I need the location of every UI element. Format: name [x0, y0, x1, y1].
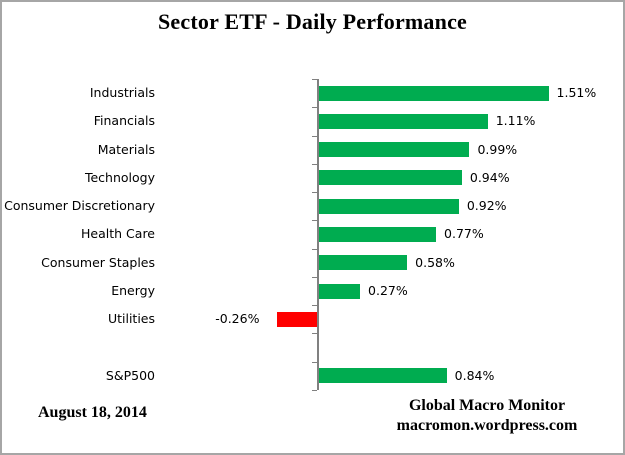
chart-title: Sector ETF - Daily Performance	[157, 9, 467, 34]
value-label-materials: 0.99%	[477, 141, 518, 157]
axis-tick	[312, 79, 317, 80]
value-label-utilities: -0.26%	[215, 311, 260, 327]
axis-tick	[312, 248, 317, 250]
category-label-energy: Energy	[111, 282, 155, 298]
bar-materials	[319, 142, 470, 158]
date-label: August 18, 2014	[38, 404, 147, 421]
value-label-technology: 0.94%	[469, 169, 510, 185]
axis-tick	[312, 107, 317, 109]
bar-financials	[319, 113, 488, 129]
axis-tick	[312, 220, 317, 222]
credit-line2: macromon.wordpress.com	[396, 417, 578, 434]
value-label-consumer-discretionary: 0.92%	[466, 198, 507, 214]
axis-tick	[312, 389, 317, 391]
bar-industrials	[319, 85, 549, 101]
bar-consumer-staples	[319, 255, 408, 271]
axis-tick	[312, 305, 317, 307]
category-axis	[317, 79, 319, 390]
value-label-s-p500: 0.84%	[454, 367, 495, 383]
credit-line1: Global Macro Monitor	[408, 397, 566, 414]
category-label-consumer-staples: Consumer Staples	[41, 254, 155, 270]
bar-s-p500	[319, 368, 447, 384]
category-label-technology: Technology	[84, 169, 155, 185]
axis-tick	[312, 163, 317, 165]
category-label-utilities: Utilities	[107, 311, 155, 327]
axis-tick	[312, 276, 317, 278]
bar-utilities	[277, 311, 317, 327]
value-label-health-care: 0.77%	[444, 226, 484, 242]
bar-technology	[319, 170, 462, 186]
value-label-energy: 0.27%	[368, 282, 408, 298]
category-label-consumer-discretionary: Consumer Discretionary	[4, 198, 155, 214]
value-label-consumer-staples: 0.58%	[415, 254, 455, 270]
category-label-s-p500: S&P500	[105, 367, 155, 383]
axis-tick	[312, 192, 317, 194]
credit-label: Global Macro Monitor macromon.wordpress.…	[337, 396, 623, 436]
axis-tick	[312, 135, 317, 137]
value-label-financials: 1.11%	[495, 113, 536, 129]
bar-energy	[319, 283, 361, 299]
category-label-health-care: Health Care	[81, 226, 155, 242]
bar-health-care	[319, 226, 437, 242]
axis-tick	[312, 333, 317, 335]
value-label-industrials: 1.51%	[556, 85, 597, 100]
category-label-financials: Financials	[93, 113, 155, 129]
category-label-materials: Materials	[97, 141, 155, 157]
bar-consumer-discretionary	[319, 198, 459, 214]
category-label-industrials: Industrials	[89, 85, 155, 100]
axis-tick	[312, 361, 317, 363]
